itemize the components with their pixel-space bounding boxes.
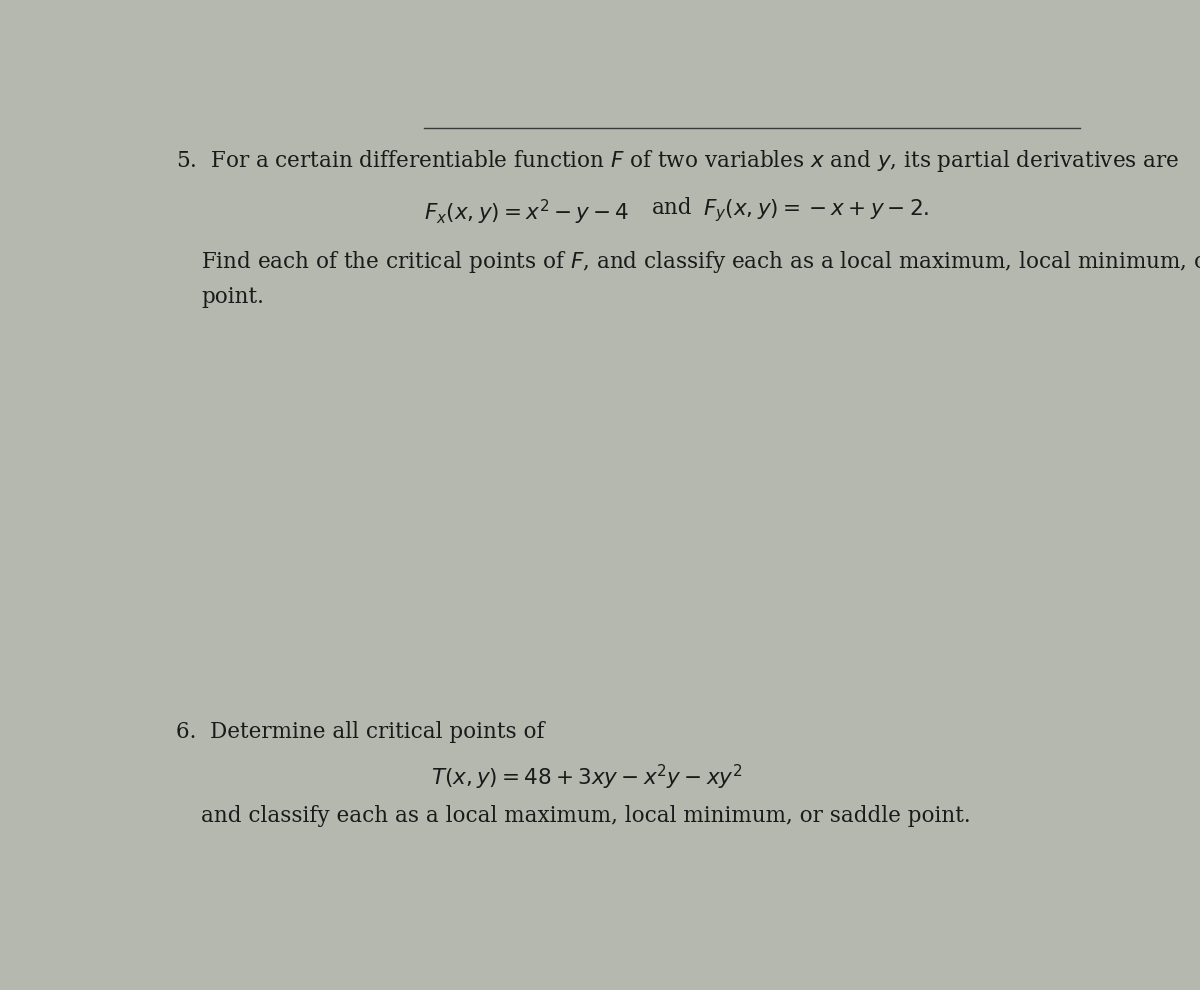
Text: and: and (653, 197, 692, 220)
Text: point.: point. (202, 286, 264, 308)
Text: and classify each as a local maximum, local minimum, or saddle point.: and classify each as a local maximum, lo… (202, 805, 971, 827)
Text: Find each of the critical points of $F$, and classify each as a local maximum, l: Find each of the critical points of $F$,… (202, 249, 1200, 275)
Text: $F_y(x,y) = -x + y - 2.$: $F_y(x,y) = -x + y - 2.$ (703, 197, 930, 224)
Text: 5.  For a certain differentiable function $F$ of two variables $x$ and $y$, its : 5. For a certain differentiable function… (176, 148, 1180, 174)
Text: $T(x, y) = 48 + 3xy - x^2y - xy^2$: $T(x, y) = 48 + 3xy - x^2y - xy^2$ (431, 763, 743, 792)
Text: 6.  Determine all critical points of: 6. Determine all critical points of (176, 721, 545, 743)
Text: $F_x(x,y) = x^2 - y - 4$: $F_x(x,y) = x^2 - y - 4$ (425, 197, 630, 227)
